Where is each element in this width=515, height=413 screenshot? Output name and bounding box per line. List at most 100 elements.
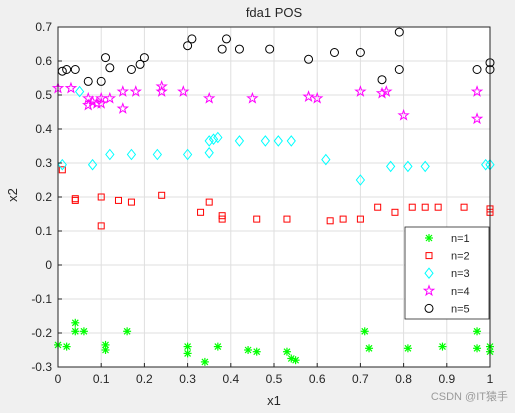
data-point — [116, 85, 130, 97]
legend: n=1 n=2 n=3 n=4 n=5 — [404, 226, 490, 320]
y-tick-label: 0.1 — [35, 224, 52, 238]
data-point — [123, 327, 132, 336]
legend-label: n=5 — [451, 303, 470, 315]
data-point — [470, 85, 484, 97]
data-point — [152, 148, 163, 161]
data-point — [129, 85, 142, 97]
data-point — [408, 203, 416, 211]
data-point — [213, 342, 222, 351]
x-tick-label: 0.5 — [266, 372, 283, 386]
data-point — [355, 174, 366, 186]
data-point — [71, 195, 79, 203]
data-point — [200, 357, 209, 366]
data-point — [155, 85, 168, 97]
data-point — [246, 91, 259, 104]
data-point — [438, 342, 447, 351]
data-point — [273, 135, 283, 147]
data-point — [470, 112, 484, 125]
data-point — [360, 327, 369, 336]
data-point — [218, 212, 226, 220]
data-point — [205, 198, 213, 206]
data-point — [282, 347, 291, 356]
data-point — [460, 203, 468, 211]
y-tick-label: -0.3 — [31, 360, 52, 374]
x-tick-label: 0.4 — [222, 372, 239, 386]
x-tick-label: 0.2 — [136, 372, 153, 386]
data-point — [83, 76, 93, 86]
x-tick-label: 0.1 — [93, 372, 110, 386]
data-point — [253, 215, 261, 223]
data-point — [82, 98, 95, 111]
legend-item: n=5 — [424, 303, 470, 315]
data-point — [197, 208, 205, 216]
legend-marker — [424, 303, 434, 313]
data-point — [304, 54, 314, 64]
data-point — [103, 91, 117, 104]
y-tick-label: 0.3 — [35, 156, 52, 170]
data-point — [62, 342, 71, 351]
data-point — [473, 327, 482, 336]
axis-ticks: 0 0.1 0.2 0.3 0.4 0.5 0.6 0.7 0.8 0.9 1 -0.3 -0.2 -0.… — [31, 20, 493, 386]
data-point — [105, 148, 115, 161]
data-point — [355, 48, 365, 57]
data-point — [158, 191, 166, 199]
legend-marker — [424, 267, 434, 280]
y-tick-label: 0.2 — [35, 190, 52, 204]
data-point — [329, 48, 339, 57]
data-point — [420, 160, 430, 173]
data-point — [202, 91, 216, 104]
legend-marker — [425, 252, 433, 260]
data-point — [472, 65, 482, 74]
data-point — [221, 34, 231, 44]
data-point — [58, 166, 66, 174]
data-point — [403, 344, 412, 353]
legend-item: n=2 — [425, 251, 470, 263]
y-tick-label: 0.7 — [35, 20, 52, 34]
data-point — [64, 81, 78, 94]
data-point — [204, 146, 214, 159]
data-point — [354, 85, 367, 97]
data-point — [182, 148, 193, 161]
data-point — [302, 90, 315, 102]
data-point — [394, 65, 404, 74]
data-point — [101, 53, 111, 63]
x-axis-label: x1 — [267, 393, 281, 408]
legend-item: n=3 — [424, 267, 470, 280]
data-point — [421, 203, 429, 211]
data-point — [283, 215, 291, 223]
data-point — [260, 135, 271, 147]
x-tick-label: 0.7 — [352, 372, 369, 386]
x-tick-label: 0 — [55, 372, 62, 386]
data-point — [385, 160, 396, 173]
data-point — [96, 76, 106, 86]
y-tick-label: 0.6 — [35, 54, 52, 68]
data-point — [135, 59, 145, 69]
data-point — [208, 133, 219, 146]
data-point — [204, 135, 214, 147]
data-point — [79, 327, 88, 336]
legend-marker — [425, 234, 433, 242]
data-point — [213, 131, 223, 144]
data-point — [126, 65, 136, 74]
y-tick-label: 0.4 — [35, 122, 52, 136]
data-point — [177, 85, 190, 97]
data-point — [139, 53, 149, 63]
data-point — [87, 158, 98, 171]
data-point — [244, 346, 253, 354]
x-tick-label: 0.6 — [309, 372, 326, 386]
data-point — [105, 63, 115, 73]
chart-title: fda1 POS — [246, 5, 303, 20]
x-tick-label: 0.8 — [395, 372, 412, 386]
data-point — [62, 65, 72, 74]
data-point — [116, 102, 130, 114]
data-markers — [51, 27, 495, 366]
data-point — [155, 79, 168, 92]
y-tick-label: 0.5 — [35, 88, 52, 102]
series-n-1 — [54, 318, 494, 366]
legend-label: n=3 — [451, 268, 470, 280]
data-point — [71, 318, 80, 327]
data-point — [97, 222, 105, 230]
data-point — [434, 203, 442, 211]
data-point — [183, 342, 192, 351]
